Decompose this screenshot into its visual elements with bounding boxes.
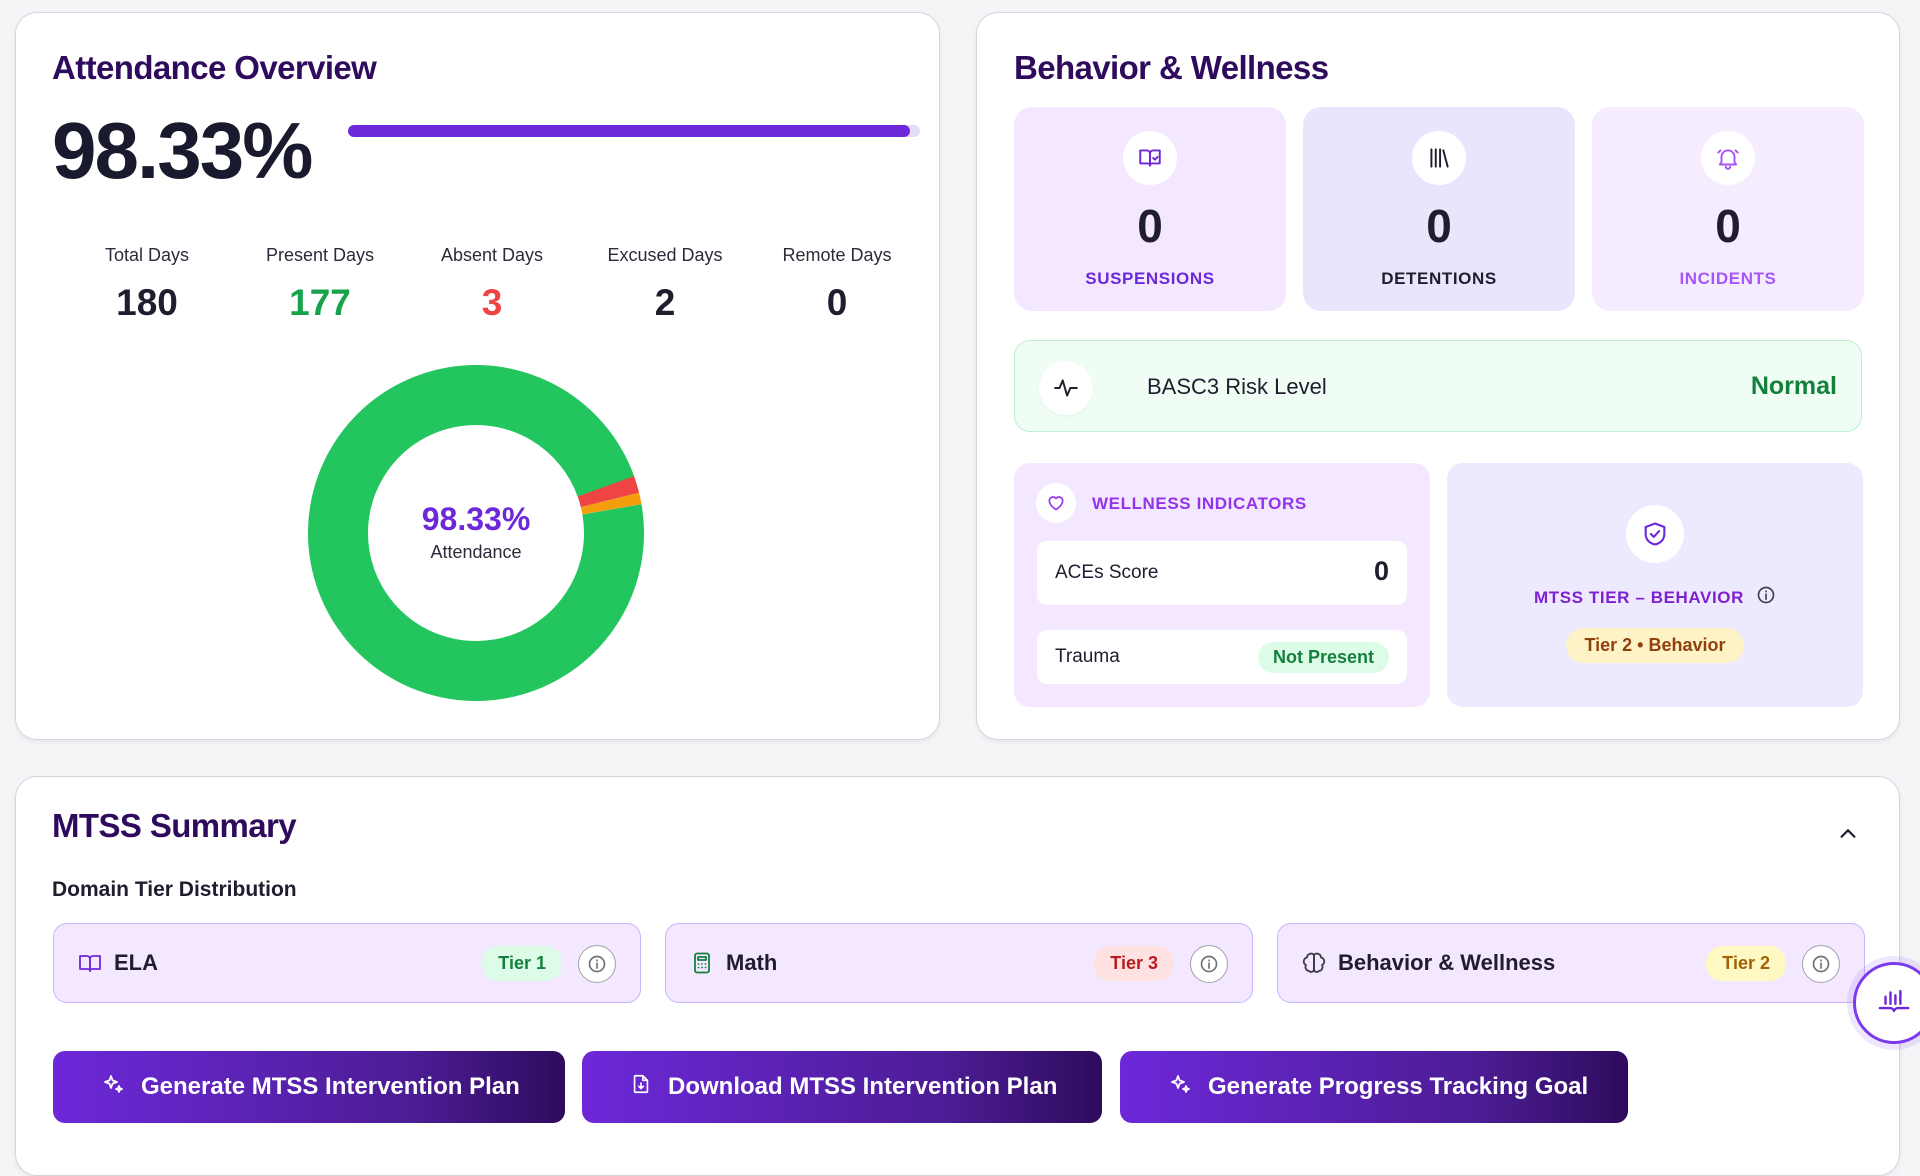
sparkles-icon <box>101 1072 125 1103</box>
aces-score-label: ACEs Score <box>1055 562 1159 583</box>
stat-value: 3 <box>481 282 503 323</box>
stat-remote-days: Remote Days 0 <box>751 245 923 324</box>
suspensions-tile: 0 SUSPENSIONS <box>1014 107 1286 311</box>
mtss-tier-behavior-panel: MTSS TIER – BEHAVIOR Tier 2 • Behavior <box>1447 463 1863 707</box>
aces-score-value: 0 <box>1373 556 1389 586</box>
attendance-title: Attendance Overview <box>52 49 377 86</box>
button-label: Download MTSS Intervention Plan <box>668 1073 1058 1100</box>
button-label: Generate Progress Tracking Goal <box>1208 1073 1589 1100</box>
stat-label: Absent Days <box>440 245 544 265</box>
domain-card-math[interactable]: Math Tier 3 <box>665 923 1253 1003</box>
incidents-label: INCIDENTS <box>1679 269 1777 288</box>
book-chart-icon <box>1877 984 1911 1023</box>
mtss-summary-title: MTSS Summary <box>52 807 297 844</box>
stat-excused-days: Excused Days 2 <box>579 245 751 324</box>
basc3-risk-row: BASC3 Risk Level Normal <box>1014 340 1862 432</box>
bell-ring-icon <box>1701 131 1755 185</box>
mtss-tier-behavior-label: MTSS TIER – BEHAVIOR <box>1533 587 1745 607</box>
file-download-icon <box>630 1073 652 1102</box>
info-icon[interactable] <box>578 945 616 983</box>
attendance-percent: 98.33% <box>52 106 313 195</box>
info-icon[interactable] <box>1756 585 1776 610</box>
info-icon[interactable] <box>1802 945 1840 983</box>
domain-tier-distribution-label: Domain Tier Distribution <box>52 878 297 901</box>
behavior-title: Behavior & Wellness <box>1014 49 1329 86</box>
floating-report-button[interactable] <box>1853 962 1920 1044</box>
mtss-tier-behavior-label-row: MTSS TIER – BEHAVIOR <box>1447 585 1863 610</box>
donut-center: 98.33% Attendance <box>308 365 644 701</box>
trauma-row: Trauma Not Present <box>1037 630 1407 684</box>
detentions-tile: 0 DETENTIONS <box>1303 107 1575 311</box>
heart-icon <box>1036 483 1076 523</box>
trauma-badge-wrap: Not Present <box>1257 642 1389 673</box>
shield-check-icon <box>1626 505 1684 563</box>
aces-score-row: ACEs Score 0 <box>1037 541 1407 605</box>
basc3-risk-label: BASC3 Risk Level <box>1147 374 1327 399</box>
donut-segment-excused <box>308 365 644 701</box>
behavior-wellness-card: Behavior & Wellness 0 SUSPENSIONS 0 DETE… <box>976 12 1900 740</box>
library-icon <box>1412 131 1466 185</box>
mtss-summary-card: MTSS Summary Domain Tier Distribution EL… <box>15 776 1900 1176</box>
tier-badge: Tier 1 <box>482 946 562 981</box>
incidents-count: 0 <box>1715 200 1741 252</box>
stat-absent-days: Absent Days 3 <box>406 245 578 324</box>
sparkles-icon <box>1168 1072 1192 1103</box>
button-label: Generate MTSS Intervention Plan <box>141 1073 520 1100</box>
mtss-behavior-tier-badge: Tier 2 • Behavior <box>1566 628 1744 663</box>
stat-value: 0 <box>826 282 848 323</box>
activity-icon <box>1039 361 1093 415</box>
domain-name: Behavior & Wellness <box>1338 950 1556 975</box>
book-icon <box>78 951 102 980</box>
stat-label: Excused Days <box>607 245 723 265</box>
domain-name: Math <box>726 950 778 975</box>
donut-segment-absent <box>308 365 644 701</box>
detentions-count: 0 <box>1426 200 1452 252</box>
brain-icon <box>1302 951 1326 980</box>
generate-progress-goal-button[interactable]: Generate Progress Tracking Goal <box>1120 1051 1628 1123</box>
suspensions-count: 0 <box>1137 200 1163 252</box>
stat-label: Total Days <box>104 245 190 265</box>
basc3-risk-value: Normal <box>1750 372 1837 400</box>
stat-value: 180 <box>116 282 178 323</box>
donut-center-percent: 98.33% <box>421 501 531 537</box>
open-book-icon <box>1123 131 1177 185</box>
trauma-status-badge: Not Present <box>1257 642 1389 673</box>
stat-present-days: Present Days 177 <box>234 245 406 324</box>
detentions-label: DETENTIONS <box>1381 269 1497 288</box>
suspensions-label: SUSPENSIONS <box>1085 269 1215 288</box>
incidents-tile: 0 INCIDENTS <box>1592 107 1864 311</box>
wellness-header: WELLNESS INDICATORS <box>1092 494 1307 513</box>
tier-badge: Tier 3 <box>1094 946 1174 981</box>
stat-value: 177 <box>289 282 351 323</box>
attendance-donut-chart <box>308 365 644 701</box>
generate-intervention-plan-button[interactable]: Generate MTSS Intervention Plan <box>53 1051 565 1123</box>
download-intervention-plan-button[interactable]: Download MTSS Intervention Plan <box>582 1051 1102 1123</box>
stat-total-days: Total Days 180 <box>61 245 233 324</box>
wellness-indicators-panel: WELLNESS INDICATORS ACEs Score 0 Trauma … <box>1014 463 1430 707</box>
calculator-icon <box>690 951 714 980</box>
chevron-up-icon[interactable] <box>1831 817 1865 851</box>
stat-value: 2 <box>654 282 676 323</box>
stat-label: Present Days <box>265 245 375 265</box>
info-icon[interactable] <box>1190 945 1228 983</box>
tier-badge: Tier 2 <box>1706 946 1786 981</box>
donut-center-label: Attendance <box>430 542 522 562</box>
trauma-label: Trauma <box>1055 646 1120 667</box>
attendance-progress-fill <box>348 125 911 137</box>
attendance-overview-card: Attendance Overview 98.33% Total Days 18… <box>15 12 940 740</box>
domain-name: ELA <box>114 950 158 975</box>
attendance-progress-bar <box>348 125 920 137</box>
stat-label: Remote Days <box>782 245 892 265</box>
domain-card-ela[interactable]: ELA Tier 1 <box>53 923 641 1003</box>
domain-card-behavior-wellness[interactable]: Behavior & Wellness Tier 2 <box>1277 923 1865 1003</box>
